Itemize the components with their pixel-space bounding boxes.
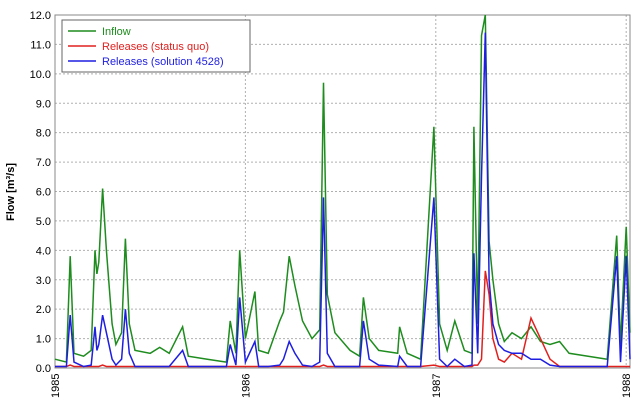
y-tick-label: 4.0 (36, 245, 51, 257)
y-tick-label: 11.0 (30, 39, 51, 51)
y-tick-label: 5.0 (36, 216, 51, 228)
y-axis-label: Flow [m³/s] (5, 163, 17, 221)
x-tick-label: 1985 (50, 374, 62, 398)
y-tick-label: 8.0 (36, 128, 51, 140)
y-tick-label: 1.0 (36, 334, 51, 346)
y-tick-label: 7.0 (36, 157, 51, 169)
series-line (54, 14, 631, 364)
y-tick-label: 0.0 (36, 363, 51, 375)
y-tick-label: 6.0 (36, 187, 51, 199)
y-tick-label: 9.0 (36, 98, 51, 110)
plot-border (54, 14, 631, 369)
legend-label: Inflow (102, 26, 131, 38)
x-tick-label: 1988 (621, 374, 632, 398)
legend-label: Releases (solution 4528) (102, 56, 224, 68)
x-tick-label: 1987 (431, 374, 443, 398)
y-tick-label: 12.0 (30, 10, 51, 22)
x-tick-label: 1986 (240, 374, 252, 398)
y-tick-label: 2.0 (36, 304, 51, 316)
legend-label: Releases (status quo) (102, 41, 209, 53)
y-tick-label: 10.0 (30, 69, 51, 81)
series-line (55, 270, 630, 368)
series-line (55, 32, 631, 368)
y-tick-label: 3.0 (36, 275, 51, 287)
